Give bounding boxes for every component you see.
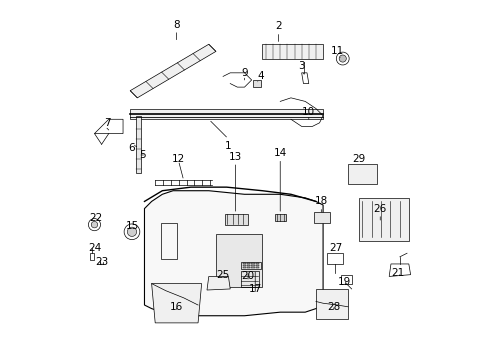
Bar: [242, 265, 245, 266]
Circle shape: [88, 219, 101, 231]
Polygon shape: [216, 234, 262, 287]
Circle shape: [127, 227, 136, 237]
Circle shape: [91, 221, 98, 228]
Text: 7: 7: [103, 118, 110, 128]
Bar: [255, 267, 258, 268]
Circle shape: [124, 224, 140, 240]
Circle shape: [336, 52, 348, 65]
Text: 27: 27: [328, 243, 342, 253]
Bar: [251, 265, 254, 266]
Text: 3: 3: [298, 61, 305, 71]
Text: 6: 6: [128, 143, 135, 153]
Text: 13: 13: [228, 152, 242, 162]
Text: 26: 26: [373, 203, 386, 213]
Text: 15: 15: [125, 221, 138, 231]
Text: 9: 9: [241, 68, 247, 78]
Text: 24: 24: [88, 243, 101, 253]
Bar: [246, 267, 250, 268]
Text: 8: 8: [173, 19, 180, 30]
Bar: [246, 265, 250, 266]
Bar: [242, 262, 245, 264]
Text: 1: 1: [224, 141, 231, 151]
Polygon shape: [274, 214, 285, 221]
Text: 2: 2: [275, 21, 281, 31]
Text: 14: 14: [273, 148, 286, 158]
Text: 29: 29: [351, 154, 365, 163]
Text: 17: 17: [248, 284, 261, 294]
Text: 10: 10: [302, 107, 315, 117]
Text: 20: 20: [241, 271, 254, 282]
Circle shape: [339, 55, 346, 62]
Polygon shape: [130, 44, 216, 98]
Polygon shape: [206, 276, 230, 290]
Polygon shape: [241, 262, 260, 269]
Text: 23: 23: [95, 257, 108, 267]
Polygon shape: [262, 44, 323, 59]
Text: 12: 12: [171, 154, 184, 163]
Polygon shape: [313, 212, 329, 223]
Bar: [255, 265, 258, 266]
Bar: [251, 267, 254, 268]
Text: 25: 25: [216, 270, 229, 280]
Bar: [255, 262, 258, 264]
Polygon shape: [151, 284, 201, 323]
Polygon shape: [358, 198, 408, 241]
Text: 11: 11: [330, 46, 343, 57]
Polygon shape: [130, 109, 323, 119]
Polygon shape: [347, 164, 376, 184]
Text: 28: 28: [326, 302, 340, 312]
Text: 18: 18: [314, 197, 327, 206]
Text: 21: 21: [391, 268, 404, 278]
Polygon shape: [253, 80, 260, 87]
Polygon shape: [144, 191, 323, 316]
Bar: [251, 262, 254, 264]
Bar: [242, 267, 245, 268]
Polygon shape: [224, 214, 247, 225]
Polygon shape: [315, 289, 347, 319]
Polygon shape: [135, 116, 141, 173]
Text: 19: 19: [337, 277, 350, 287]
Text: 5: 5: [139, 150, 146, 160]
Bar: [246, 262, 250, 264]
Text: 22: 22: [89, 212, 102, 222]
Text: 16: 16: [170, 302, 183, 312]
Text: 4: 4: [257, 71, 264, 81]
